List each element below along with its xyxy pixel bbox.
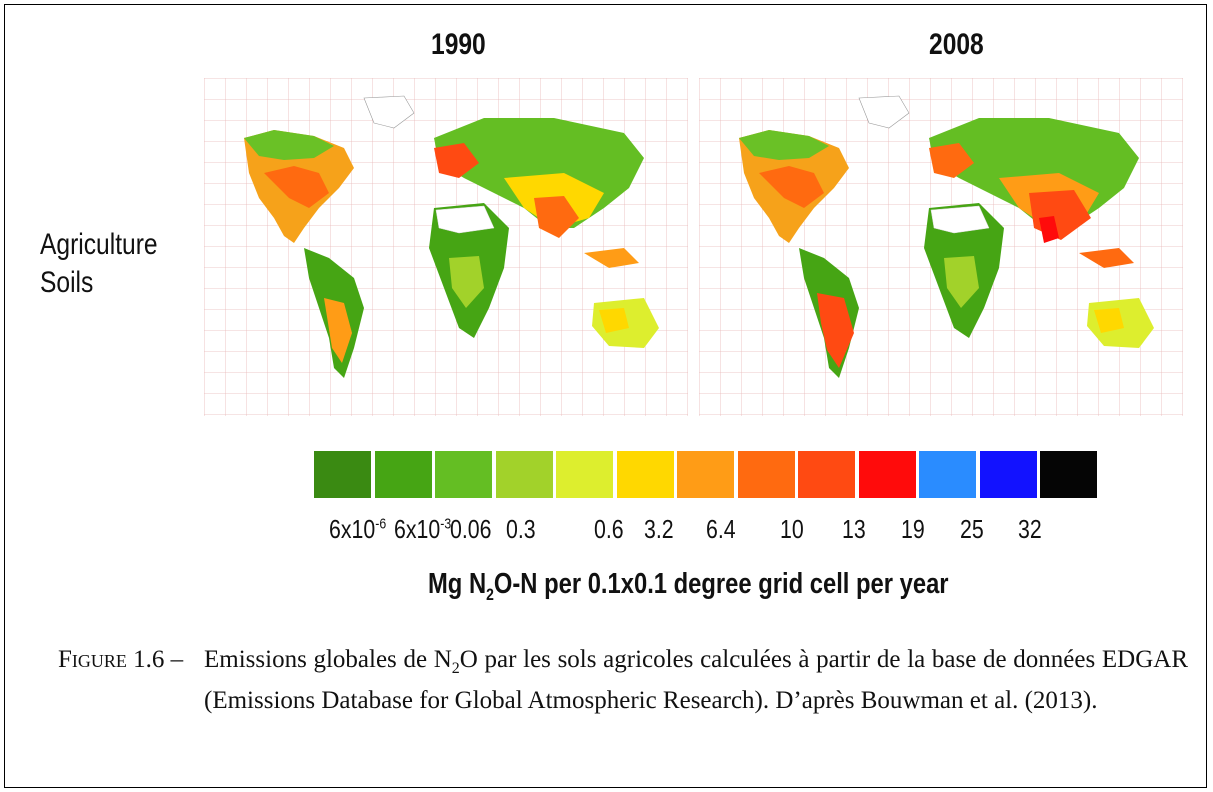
legend-unit-label: Mg N2O-N per 0.1x0.1 degree grid cell pe… [428, 568, 949, 604]
legend-swatch-1 [374, 451, 432, 498]
legend-swatch-7 [737, 451, 795, 498]
year-label-1990: 1990 [431, 28, 486, 61]
legend-tick-8: 13 [842, 514, 866, 544]
legend-swatch-3 [495, 451, 553, 498]
legend-swatch-0 [314, 451, 371, 498]
year-label-2008: 2008 [929, 28, 984, 61]
map-2008 [699, 78, 1183, 416]
caption-label: Figure 1.6 – [58, 646, 184, 673]
legend-swatch-9 [858, 451, 916, 498]
figure-frame [4, 4, 1207, 788]
legend-tick-9: 19 [901, 514, 925, 544]
legend-tick-2: 0.06 [450, 514, 492, 544]
legend-swatch-2 [435, 451, 492, 498]
legend-swatch-11 [979, 451, 1037, 498]
legend-tick-3: 0.3 [506, 514, 536, 544]
legend-swatch-4 [556, 451, 613, 498]
row-label-soils: Soils [40, 266, 94, 299]
legend-swatch-10 [919, 451, 976, 498]
legend-tick-7: 10 [780, 514, 804, 544]
legend-swatch-12 [1040, 451, 1097, 498]
map-1990 [204, 78, 688, 416]
legend-tick-10: 25 [960, 514, 984, 544]
legend-tick-6: 6.4 [706, 514, 736, 544]
legend-tick-11: 32 [1018, 514, 1042, 544]
legend-tick-5: 3.2 [644, 514, 674, 544]
legend-swatch-6 [677, 451, 734, 498]
legend-tick-1: 6x10-3 [394, 514, 452, 544]
legend-tick-4: 0.6 [594, 514, 624, 544]
legend-swatch-8 [798, 451, 855, 498]
legend-tick-0: 6x10-6 [329, 514, 387, 544]
caption-text: Emissions globales de N2O par les sols a… [204, 646, 1189, 714]
legend-swatch-5 [616, 451, 674, 498]
row-label-agriculture: Agriculture [40, 228, 158, 261]
